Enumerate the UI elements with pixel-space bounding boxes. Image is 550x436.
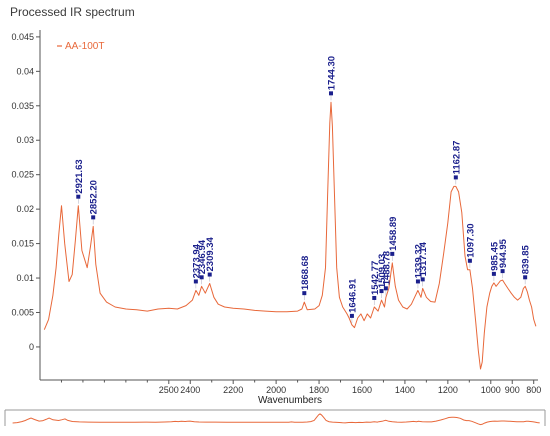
peak-label: 2852.20 xyxy=(89,180,100,214)
legend-label: AA-100T xyxy=(65,41,104,52)
peak-marker xyxy=(199,275,204,280)
overview-strip[interactable] xyxy=(12,413,540,426)
peak-annotation[interactable]: 1509.03 xyxy=(377,254,388,299)
peak-marker xyxy=(467,258,472,263)
peak-marker xyxy=(379,289,384,294)
x-tick-label: 1400 xyxy=(395,385,415,395)
y-tick-label: 0.035 xyxy=(11,101,34,111)
x-tick-label: 900 xyxy=(505,385,520,395)
peak-annotation[interactable]: 1646.91 xyxy=(347,278,358,323)
x-axis-title: Wavenumbers xyxy=(258,395,322,406)
x-tick-label: 2500 xyxy=(159,385,179,395)
y-tick-label: 0.025 xyxy=(11,170,34,180)
peak-label: 944.95 xyxy=(498,238,509,268)
peak-label: 1162.87 xyxy=(451,141,462,175)
peak-marker xyxy=(383,286,388,291)
peak-annotation[interactable]: 1162.87 xyxy=(451,141,462,185)
peak-marker xyxy=(302,291,307,296)
peak-annotation[interactable]: 2921.63 xyxy=(74,159,85,204)
peak-annotation[interactable]: 1744.30 xyxy=(327,56,338,101)
main-plot-area xyxy=(43,101,537,370)
peak-marker xyxy=(523,275,528,280)
peak-label: 1868.68 xyxy=(300,256,311,290)
legend[interactable]: AA-100T xyxy=(57,41,104,52)
peak-label: 1097.30 xyxy=(465,223,476,257)
peak-annotation[interactable]: 1458.89 xyxy=(388,217,399,261)
overview-spectrum-line xyxy=(12,413,540,426)
peak-label: 1542.77 xyxy=(370,261,381,295)
peak-label: 2346.94 xyxy=(197,239,208,274)
peak-annotation[interactable]: 985.45 xyxy=(489,241,500,281)
peak-label: 2921.63 xyxy=(74,159,85,193)
peak-annotation[interactable]: 1097.30 xyxy=(465,223,476,268)
peak-marker xyxy=(500,269,505,274)
peak-annotation[interactable]: 1488.78 xyxy=(381,251,392,296)
peak-label: 1317.14 xyxy=(418,241,429,276)
peak-label: 985.45 xyxy=(489,241,500,271)
peak-annotation[interactable]: 1868.68 xyxy=(300,256,311,301)
x-axis-ticks: 2500 2400 2200 2000 1800 1600 1400 1200 1000 900 8… xyxy=(60,380,541,395)
peak-marker xyxy=(372,295,377,300)
y-tick-label: 0.03 xyxy=(16,135,34,145)
peak-marker xyxy=(415,279,420,284)
peak-marker xyxy=(193,279,198,284)
x-tick-label: 2400 xyxy=(180,385,200,395)
y-tick-label: 0.04 xyxy=(16,66,34,76)
peak-annotation[interactable]: 2373.94 xyxy=(191,243,202,289)
y-tick-label: 0 xyxy=(29,342,34,352)
peak-marker xyxy=(420,277,425,282)
y-tick-label: 0.045 xyxy=(11,32,34,42)
peak-annotation[interactable]: 1542.77 xyxy=(370,261,381,305)
peak-marker xyxy=(76,194,81,199)
peak-annotation[interactable]: 2852.20 xyxy=(89,180,100,225)
peak-label: 1509.03 xyxy=(377,254,388,288)
x-tick-label: 2200 xyxy=(223,385,243,395)
peak-label: 1458.89 xyxy=(388,217,399,251)
peak-label: 1488.78 xyxy=(381,251,392,285)
peak-label: 839.85 xyxy=(521,245,532,275)
x-tick-label: 1000 xyxy=(481,385,501,395)
peak-annotation[interactable]: 1317.14 xyxy=(418,241,429,287)
peak-marker xyxy=(91,215,96,220)
peak-marker xyxy=(453,175,458,180)
y-tick-label: 0.015 xyxy=(11,239,34,249)
y-tick-label: 0.02 xyxy=(16,204,34,214)
chart-title: Processed IR spectrum xyxy=(10,5,135,19)
peak-annotation[interactable]: 1339.32 xyxy=(413,244,424,289)
peak-marker xyxy=(491,271,496,276)
peak-annotation[interactable]: 2346.94 xyxy=(197,239,208,285)
peak-annotation[interactable]: 2309.34 xyxy=(205,236,216,282)
peak-label: 1339.32 xyxy=(413,244,424,278)
peak-label: 1744.30 xyxy=(327,56,338,90)
y-tick-label: 0.01 xyxy=(16,273,34,283)
y-tick-label: 0.005 xyxy=(11,307,34,317)
x-tick-label: 1200 xyxy=(438,385,458,395)
x-tick-label: 2000 xyxy=(266,385,286,395)
peak-annotation[interactable]: 944.95 xyxy=(498,238,509,279)
x-tick-label: 800 xyxy=(526,385,541,395)
peak-marker xyxy=(329,91,334,96)
spectrum-line-aa-100t xyxy=(43,101,537,370)
peak-annotation[interactable]: 839.85 xyxy=(521,245,532,285)
y-axis-ticks: 0 0.005 0.01 0.015 0.02 0.025 0.03 0.035 0.04 0.0… xyxy=(11,32,40,352)
peak-marker xyxy=(207,272,212,277)
x-tick-label: 1800 xyxy=(309,385,329,395)
peak-marker xyxy=(390,251,395,256)
peak-label: 2373.94 xyxy=(191,243,202,278)
peak-label: 1646.91 xyxy=(347,278,358,313)
x-tick-label: 1600 xyxy=(352,385,372,395)
peak-marker xyxy=(349,313,354,318)
peak-label: 2309.34 xyxy=(205,236,216,271)
